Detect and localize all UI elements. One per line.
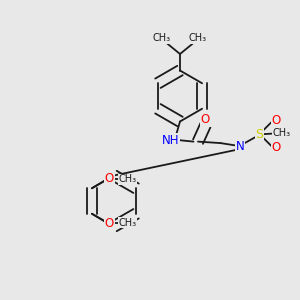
Text: O: O [105,172,114,185]
Text: CH₃: CH₃ [153,33,171,43]
Text: CH₃: CH₃ [273,128,291,139]
Text: NH: NH [162,134,180,147]
Text: O: O [272,114,280,127]
Text: O: O [201,113,210,126]
Text: CH₃: CH₃ [189,33,207,43]
Text: O: O [272,141,280,154]
Text: S: S [256,128,263,141]
Text: CH₃: CH₃ [119,218,137,228]
Text: CH₃: CH₃ [119,174,137,184]
Text: N: N [236,140,244,153]
Text: O: O [105,217,114,230]
